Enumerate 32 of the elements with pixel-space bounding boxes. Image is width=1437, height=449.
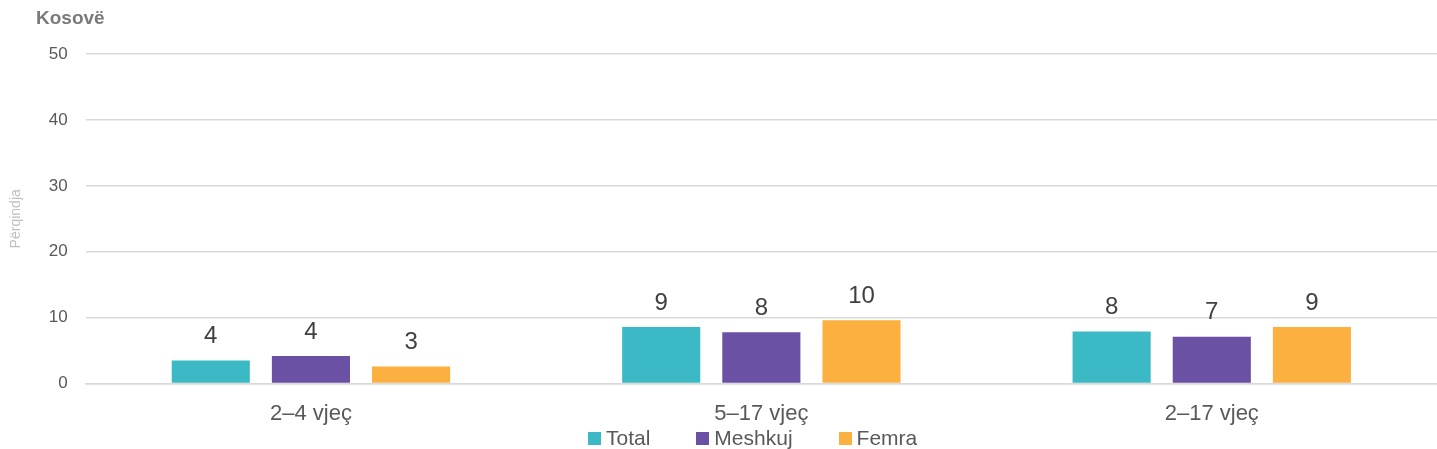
legend-label: Meshkuj [714,426,793,449]
data-label: 8 [1104,292,1119,320]
data-label: 9 [654,287,668,315]
y-tick-label: 20 [48,241,68,261]
x-tick-label: 2–17 vjeç [1164,399,1259,425]
legend-label: Femra [856,426,918,449]
bar [271,355,350,383]
y-tick-label: 0 [58,373,68,393]
y-tick-label: 50 [48,43,68,63]
bar [1172,336,1251,383]
bar [372,366,451,383]
y-tick-label: 30 [48,175,68,195]
bar [822,320,901,383]
y-tick-label: 40 [48,109,68,129]
bar [722,332,801,383]
data-label: 7 [1205,297,1219,325]
y-axis-title: Përqindja [7,189,24,249]
data-label: 9 [1305,287,1319,315]
data-label: 8 [754,292,769,320]
bar [622,326,701,383]
bar [1072,331,1151,383]
x-tick-label: 5–17 vjeç [714,399,809,425]
legend-label: Total [606,426,651,449]
data-label: 4 [204,321,218,349]
y-tick-label: 10 [48,307,68,327]
chart-title: Kosovë [36,7,105,29]
data-label: 3 [404,327,418,355]
bar [171,360,250,383]
data-label: 10 [848,280,875,308]
x-tick-label: 2–4 vjeç [269,399,352,425]
bar [1272,326,1351,383]
data-label: 4 [304,316,318,344]
